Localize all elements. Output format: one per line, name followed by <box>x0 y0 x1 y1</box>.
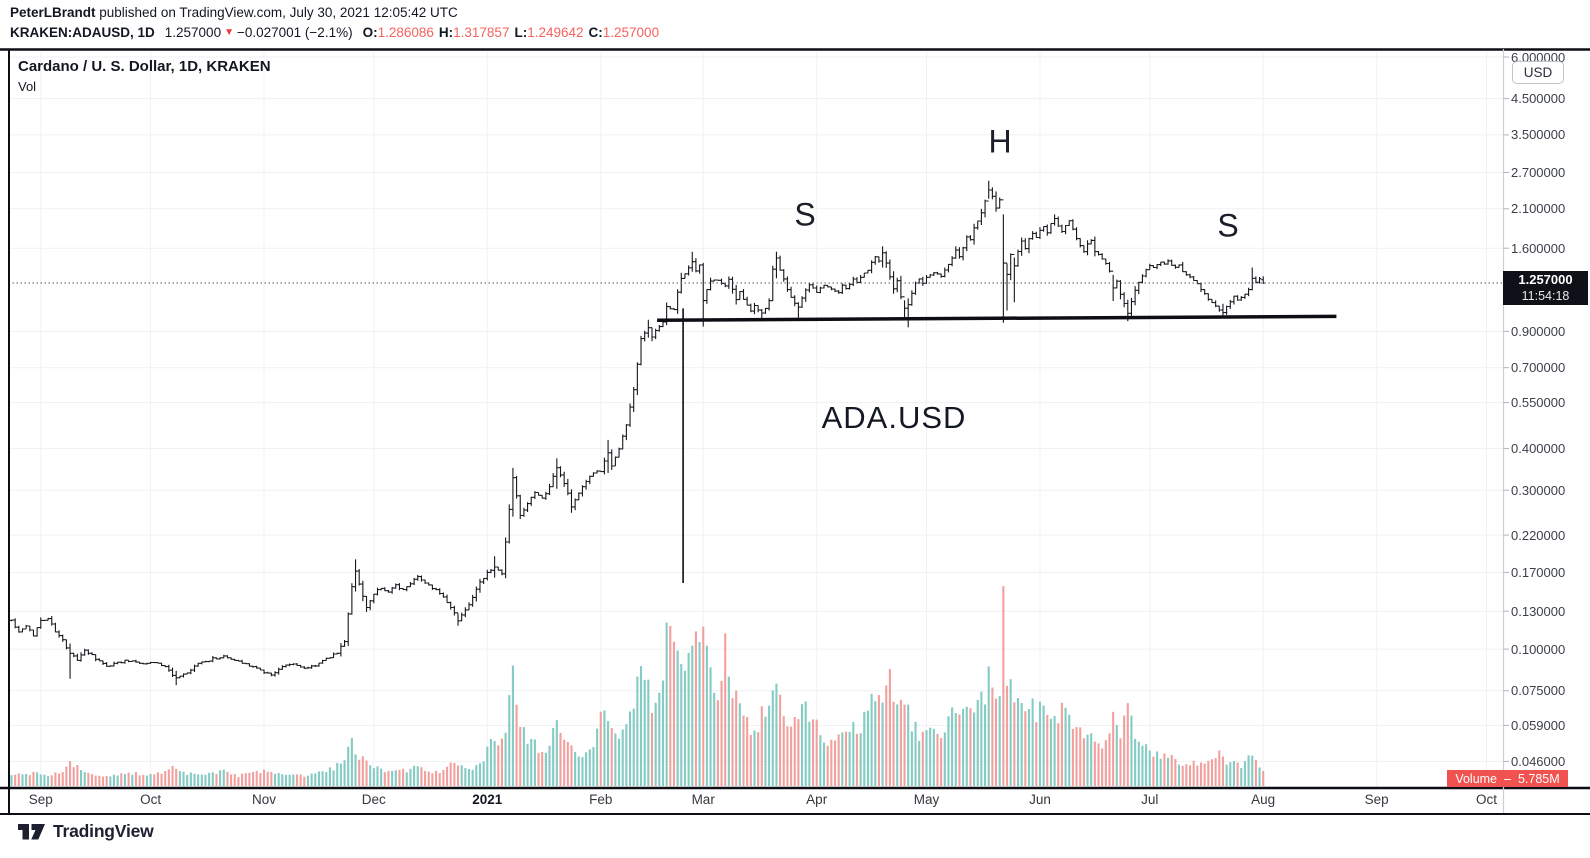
price-axis-label: 4.500000 <box>1511 91 1566 107</box>
low-value: 1.249642 <box>527 25 584 40</box>
time-axis-label: Sep <box>1364 792 1389 807</box>
time-axis-label: Apr <box>806 792 828 807</box>
last-price-badge: 1.257000 11:54:18 <box>1503 271 1588 305</box>
time-axis-label: Sep <box>28 792 53 807</box>
price-axis-label: 0.700000 <box>1511 360 1566 376</box>
left-shoulder-label: S <box>794 196 816 233</box>
change-value: −0.027001 (−2.1%) <box>236 25 353 40</box>
close-value: 1.257000 <box>602 25 660 40</box>
neckline <box>657 314 1337 322</box>
price-axis-label: 0.100000 <box>1511 641 1566 657</box>
time-axis-label: Jun <box>1029 792 1051 807</box>
time-axis-label: Dec <box>361 792 386 807</box>
price-axis-label: 0.075000 <box>1511 683 1566 699</box>
usd-unit-badge: USD <box>1512 61 1564 84</box>
volume-badge-separator: – <box>1504 771 1511 786</box>
price-axis-label: 0.900000 <box>1511 323 1566 339</box>
open-label: O: <box>362 25 378 40</box>
last-price-badge-value: 1.257000 <box>1518 272 1573 287</box>
time-axis-label: Oct <box>1475 792 1498 807</box>
tradingview-brand-text: TradingView <box>53 821 154 841</box>
price-axis-label: 3.500000 <box>1511 127 1566 143</box>
high-value: 1.317857 <box>453 25 510 40</box>
time-axis-label: Jul <box>1141 792 1159 807</box>
price-axis-label: 0.046000 <box>1511 753 1566 769</box>
price-axis-label: 0.170000 <box>1511 564 1566 580</box>
time-axis: Sep Oct Nov Dec 2021 Feb Mar Apr May Jun Jul Aug Sep… <box>8 789 1503 813</box>
symbol-ohlc-line: KRAKEN:ADAUSD, 1D 1.257000 ▼ −0.027001 (… <box>10 25 659 40</box>
tradingview-logo: TradingView <box>18 821 154 842</box>
price-axis-label: 1.600000 <box>1511 240 1566 256</box>
published-text: published on TradingView.com, July 30, 2… <box>95 5 458 20</box>
last-price-value: 1.257000 <box>164 25 222 40</box>
chart-title: Cardano / U. S. Dollar, 1D, KRAKEN <box>18 58 271 75</box>
price-axis-label: 0.220000 <box>1511 527 1566 543</box>
volume-badge-value: 5.785M <box>1517 771 1560 786</box>
time-axis-label: Aug <box>1251 792 1276 807</box>
head-label: H <box>988 123 1012 160</box>
bar-countdown: 11:54:18 <box>1521 289 1570 303</box>
volume-badge: Volume –5.785M <box>1447 770 1568 787</box>
price-axis-label: 0.059000 <box>1511 717 1566 733</box>
high-label: H: <box>438 25 454 40</box>
price-axis-label: 0.300000 <box>1511 482 1566 498</box>
time-axis-label: 2021 <box>472 792 503 807</box>
close-label: C: <box>588 25 603 40</box>
time-axis-label: May <box>913 792 940 807</box>
price-axis: 6.000000 4.500000 3.500000 2.700000 2.100000… <box>1504 51 1590 786</box>
watermark-symbol-label: ADA.USD <box>821 400 967 435</box>
tradingview-logo-icon <box>18 823 45 841</box>
time-axis-label: Nov <box>251 792 277 807</box>
open-value: 1.286086 <box>377 25 434 40</box>
right-shoulder-label: S <box>1217 207 1239 244</box>
down-triangle-icon: ▼ <box>224 27 234 38</box>
usd-unit-label: USD <box>1523 65 1553 80</box>
ohlc-bars <box>9 180 1266 686</box>
price-axis-label: 0.130000 <box>1511 603 1566 619</box>
publisher-name: PeterLBrandt <box>10 5 96 20</box>
time-axis-label: Feb <box>589 792 613 807</box>
price-axis-label: 2.100000 <box>1511 201 1566 217</box>
low-label: L: <box>514 25 528 40</box>
grid <box>8 52 1504 786</box>
price-axis-label: 0.400000 <box>1511 441 1566 457</box>
symbol-interval-label: KRAKEN:ADAUSD, 1D <box>10 25 155 40</box>
volume-badge-label: Volume <box>1455 771 1498 786</box>
time-axis-label: Oct <box>140 792 162 807</box>
volume-bars <box>10 586 1265 786</box>
time-axis-label: Mar <box>691 792 715 807</box>
price-axis-label: 0.550000 <box>1511 395 1566 411</box>
chart-frame <box>0 48 1590 815</box>
price-axis-label: 2.700000 <box>1511 165 1566 180</box>
publisher-line: PeterLBrandt published on TradingView.co… <box>10 5 458 20</box>
volume-indicator-label: Vol <box>18 79 37 94</box>
